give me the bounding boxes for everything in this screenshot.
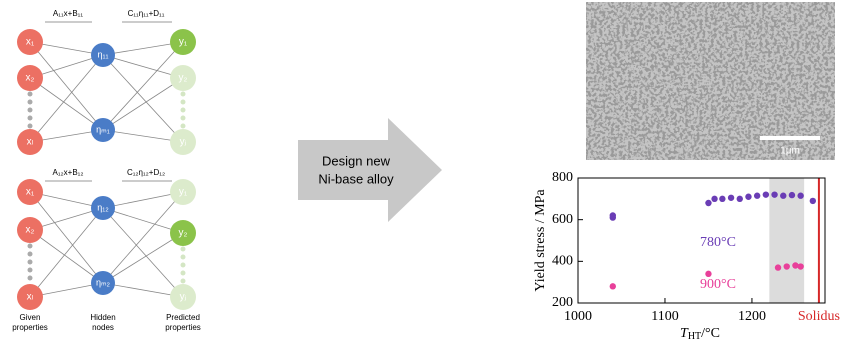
hidden-label: ηₘ₂	[96, 277, 111, 287]
ellipsis-dot	[28, 244, 33, 249]
design-arrow	[298, 118, 442, 222]
data-point	[705, 271, 711, 277]
ellipsis-dot	[28, 92, 33, 97]
edge	[103, 55, 183, 142]
data-point	[780, 193, 786, 199]
ellipsis-dot	[181, 247, 186, 252]
edge	[103, 208, 183, 297]
ellipsis-dot	[181, 279, 186, 284]
transform-label: C₁₂η₁₂+D₁₂	[127, 168, 165, 177]
data-point	[797, 263, 803, 269]
output-label: y₂	[179, 228, 188, 239]
data-point	[797, 193, 803, 199]
y-tick-label: 600	[552, 212, 573, 227]
input-label: x₂	[26, 73, 35, 84]
x-tick-label: 1100	[651, 309, 678, 324]
figure: Design new Ni-base alloy 1μm A₁₁x+B₁₁ C₁₁…	[0, 0, 844, 346]
output-label: y₂	[179, 73, 188, 84]
data-point	[775, 264, 781, 270]
x-axis-label-part: HT	[688, 331, 701, 342]
arrow-text: Ni-base alloy	[318, 171, 394, 186]
ellipsis-dot	[28, 260, 33, 265]
x-axis-label: THT/°C	[680, 326, 720, 342]
ellipsis-dot	[181, 263, 186, 268]
input-label: x₁	[26, 37, 35, 48]
solidus-label: Solidus	[798, 309, 840, 324]
ellipsis-dot	[28, 124, 33, 129]
data-point	[610, 283, 616, 289]
ellipsis-dot	[28, 100, 33, 105]
output-label: yⱼ	[180, 292, 187, 303]
edge	[103, 233, 183, 283]
y-tick-label: 800	[552, 170, 573, 185]
page: Design new Ni-base alloy 1μm A₁₁x+B₁₁ C₁₁…	[0, 0, 844, 346]
data-point	[754, 193, 760, 199]
x-tick-label: 1200	[738, 309, 766, 324]
hidden-label: η₁₂	[97, 202, 109, 212]
transform-label: C₁₁η₁₁+D₁₁	[128, 9, 165, 18]
data-point	[784, 263, 790, 269]
ellipsis-dot	[28, 252, 33, 257]
ellipsis-dot	[181, 108, 186, 113]
series-label: 780°C	[700, 235, 736, 250]
data-point	[771, 191, 777, 197]
input-label: xₗ	[27, 137, 34, 148]
data-point	[610, 212, 616, 218]
hidden-label: η₁₁	[97, 49, 108, 59]
ellipsis-dot	[181, 255, 186, 260]
scale-bar-label: 1μm	[780, 146, 800, 157]
data-point	[705, 200, 711, 206]
ellipsis-dot	[28, 276, 33, 281]
data-point	[763, 191, 769, 197]
ellipsis-dot	[181, 116, 186, 121]
series-label: 900°C	[700, 277, 736, 292]
column-label: Givenproperties	[12, 313, 48, 332]
data-point	[789, 192, 795, 198]
y-tick-label: 200	[552, 295, 573, 310]
y-axis-label: Yield stress / MPa	[533, 189, 548, 292]
transform-label: A₁₁x+B₁₁	[53, 9, 83, 18]
transform-label: A₁₂x+B₁₂	[53, 168, 84, 177]
ellipsis-dot	[181, 100, 186, 105]
ellipsis-dot	[181, 92, 186, 97]
data-point	[737, 196, 743, 202]
input-label: x₁	[26, 187, 35, 198]
ellipsis-dot	[181, 124, 186, 129]
data-point	[810, 198, 816, 204]
data-point	[711, 196, 717, 202]
output-label: y₁	[179, 37, 188, 48]
x-axis-label-part: /°C	[701, 326, 720, 341]
data-point	[745, 194, 751, 200]
scale-bar	[760, 136, 820, 140]
output-label: yⱼ	[180, 137, 187, 148]
ellipsis-dot	[28, 108, 33, 113]
ellipsis-dot	[28, 116, 33, 121]
input-label: xₗ	[27, 292, 34, 303]
y-tick-label: 400	[552, 254, 573, 269]
ellipsis-dot	[28, 268, 33, 273]
hidden-label: ηₘ₁	[96, 124, 110, 134]
data-point	[719, 196, 725, 202]
x-tick-label: 1000	[564, 309, 592, 324]
data-point	[728, 195, 734, 201]
ellipsis-dot	[181, 271, 186, 276]
arrow-text: Design new	[322, 153, 391, 168]
output-label: y₁	[179, 187, 188, 198]
input-label: x₂	[26, 225, 35, 236]
